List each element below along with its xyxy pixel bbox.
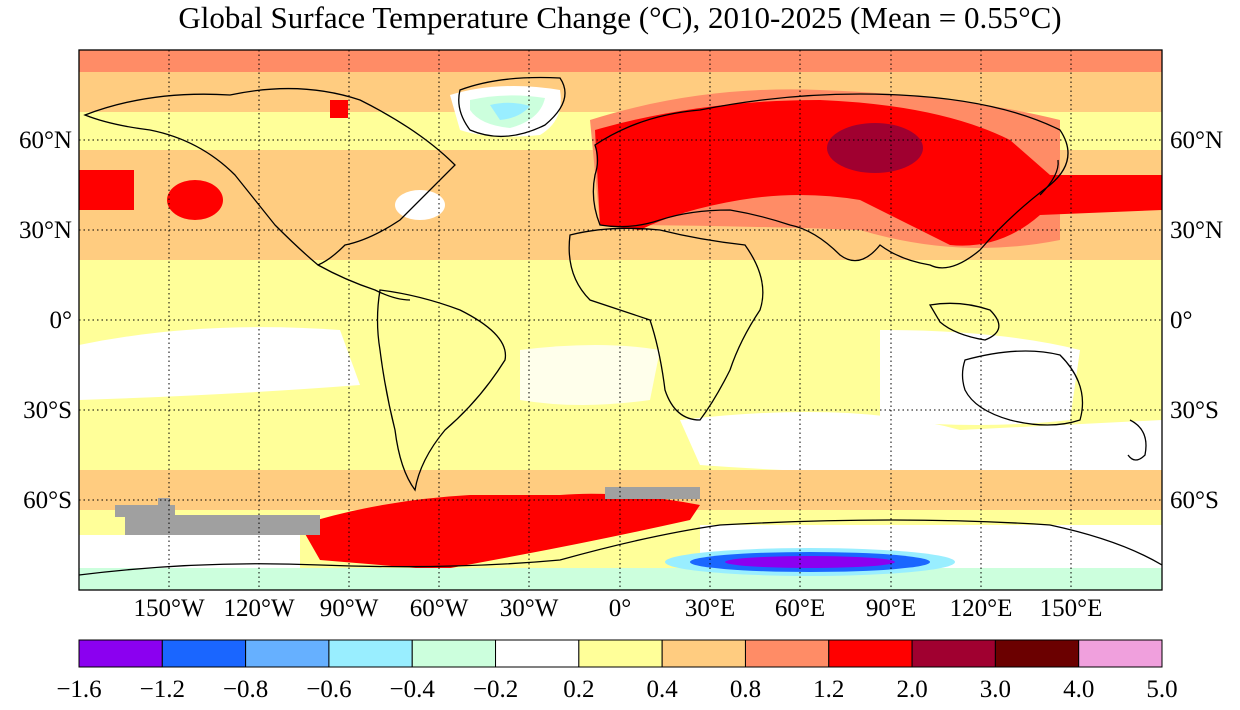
lon-label: 90°E <box>866 595 916 622</box>
colorbar-swatch <box>911 639 996 668</box>
colorbar-tick-label: −0.4 <box>390 676 436 703</box>
lat-label: 0° <box>1170 307 1193 334</box>
colorbar-tick-label: 3.0 <box>980 676 1011 703</box>
colorbar: −1.6 −1.2 −0.8 −0.6 −0.4 −0.2 0.2 0.4 0.8 1.2 2.0 3… <box>56 639 1178 703</box>
coastlines <box>79 76 1162 576</box>
colorbar-swatch <box>661 639 746 668</box>
map-title: Global Surface Temperature Change (°C), … <box>178 0 1062 35</box>
colorbar-tick-label: 4.0 <box>1063 676 1094 703</box>
colorbar-tick-label: −0.8 <box>223 676 268 703</box>
lat-label: 60°N <box>1170 127 1223 154</box>
lon-label: 150°E <box>1040 595 1103 622</box>
lat-label: 60°S <box>1170 487 1219 514</box>
colorbar-tick-label: 0.4 <box>647 676 679 703</box>
lat-labels-left: 60°N 30°N 0° 30°S 60°S <box>19 127 72 514</box>
colorbar-tick-label: −0.2 <box>473 676 518 703</box>
colorbar-swatch <box>578 639 663 668</box>
colorbar-swatch <box>828 639 913 668</box>
colorbar-swatch <box>245 639 330 668</box>
lon-label: 120°W <box>223 595 294 622</box>
colorbar-tick-label: 0.8 <box>730 676 761 703</box>
lat-label: 30°N <box>19 217 72 244</box>
lon-label: 60°W <box>410 595 469 622</box>
colorbar-swatch <box>161 639 247 668</box>
lat-label: 0° <box>50 307 73 334</box>
colorbar-swatch <box>78 639 163 668</box>
lat-label: 30°S <box>23 397 72 424</box>
colorbar-tick-label: 0.2 <box>563 676 594 703</box>
gridlines <box>79 50 1162 590</box>
lon-label: 0° <box>609 595 632 622</box>
lat-label: 30°N <box>1170 217 1223 244</box>
colorbar-tick-label: 2.0 <box>896 676 927 703</box>
colorbar-swatch <box>328 639 413 668</box>
colorbar-tick-label: −0.6 <box>306 676 351 703</box>
colorbar-swatch <box>411 639 497 668</box>
colorbar-swatch <box>495 639 580 668</box>
lon-label: 30°W <box>500 595 559 622</box>
lat-label: 30°S <box>1170 397 1219 424</box>
lon-label: 120°E <box>950 595 1013 622</box>
lat-label: 60°S <box>23 487 72 514</box>
lon-label: 90°W <box>320 595 379 622</box>
colorbar-swatch <box>744 639 830 668</box>
lat-label: 60°N <box>19 127 72 154</box>
lon-label: 60°E <box>775 595 825 622</box>
lon-labels: 150°W 120°W 90°W 60°W 30°W 0° 30°E 60°E … <box>133 595 1102 622</box>
colorbar-swatch <box>994 639 1080 668</box>
lon-label: 30°E <box>685 595 735 622</box>
colorbar-tick-label: −1.2 <box>140 676 185 703</box>
lon-label: 150°W <box>133 595 204 622</box>
colorbar-swatch <box>1078 639 1163 668</box>
colorbar-tick-label: 1.2 <box>813 676 844 703</box>
colorbar-tick-label: −1.6 <box>56 676 101 703</box>
colorbar-tick-label: 5.0 <box>1146 676 1177 703</box>
lat-labels-right: 60°N 30°N 0° 30°S 60°S <box>1170 127 1223 514</box>
